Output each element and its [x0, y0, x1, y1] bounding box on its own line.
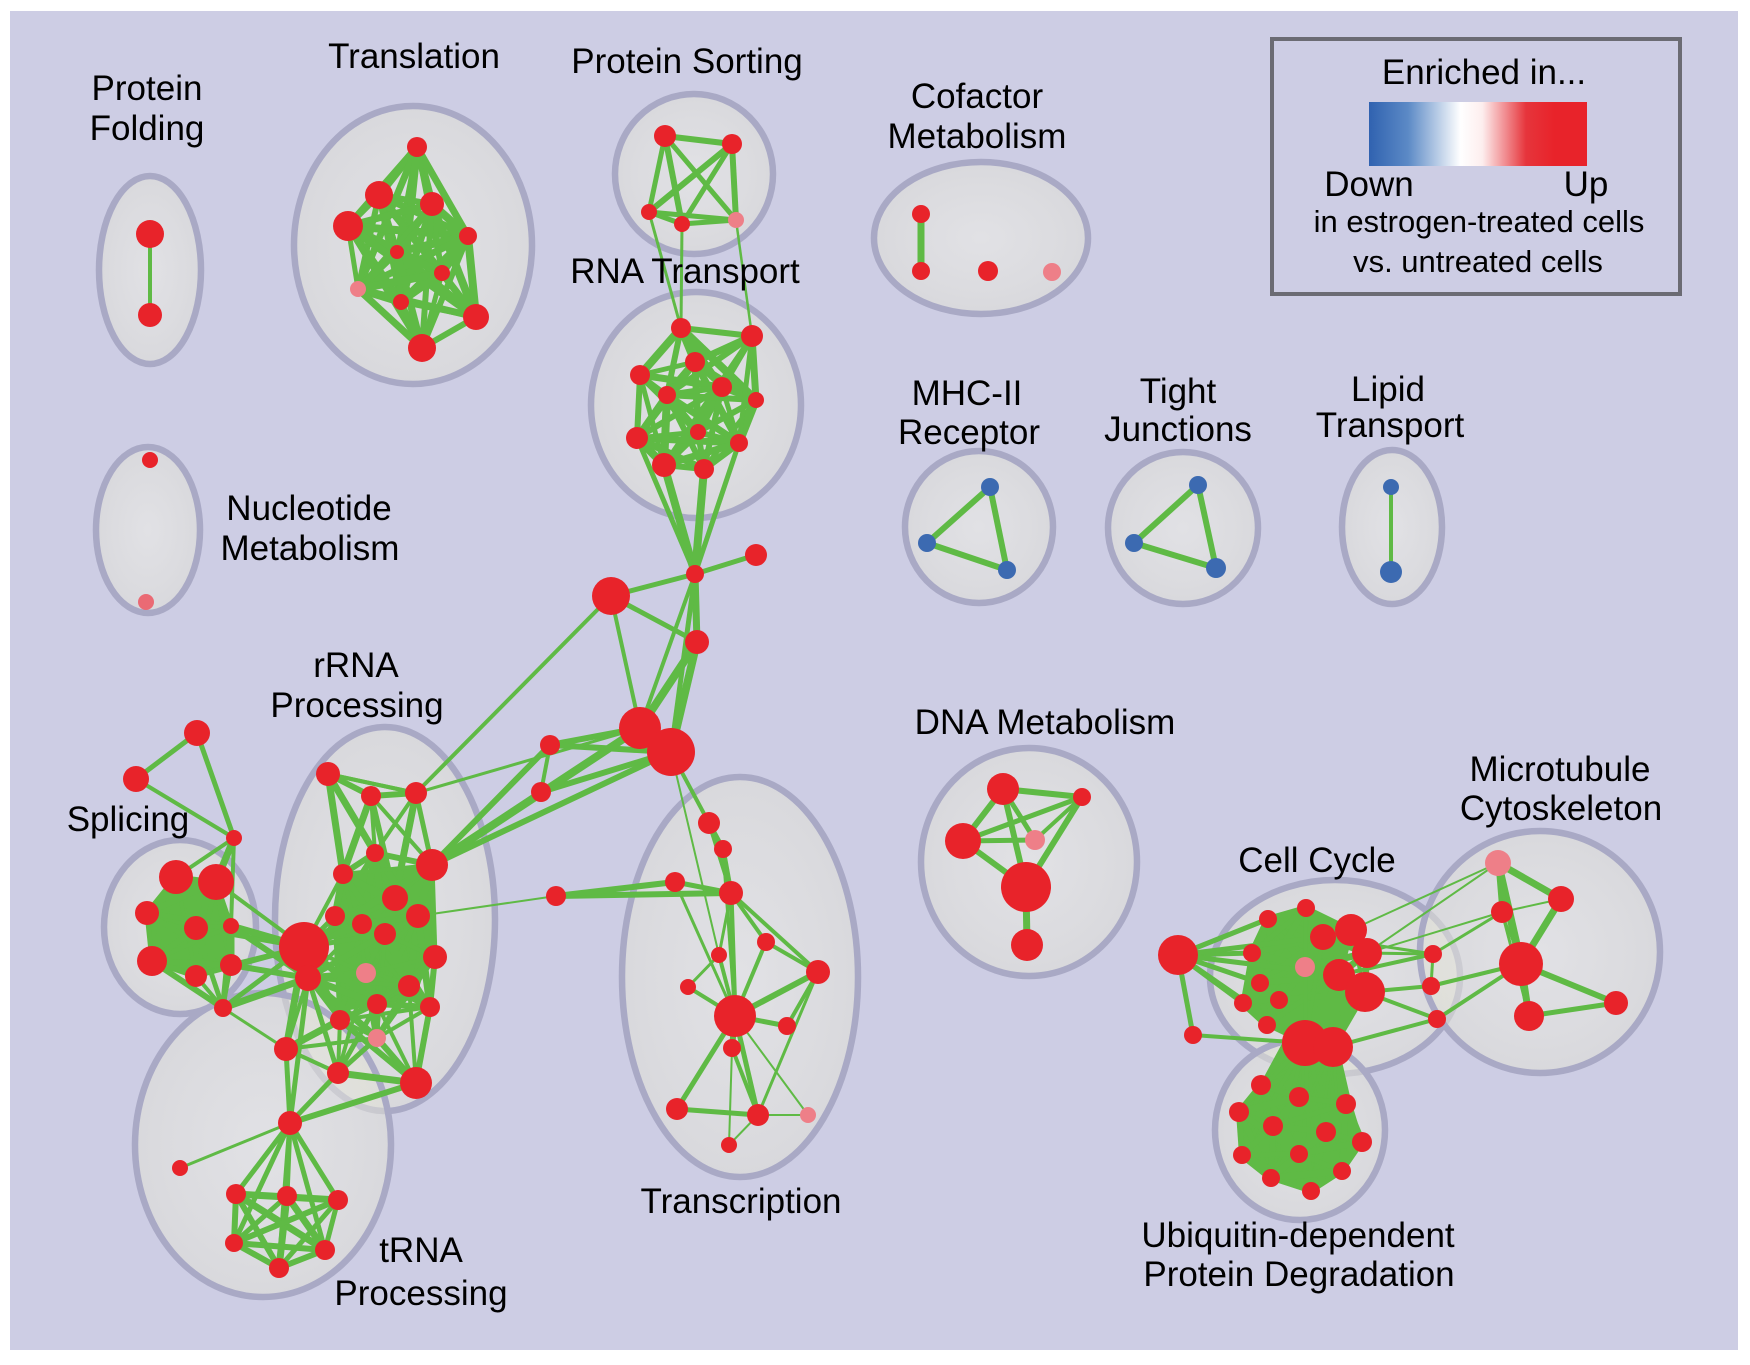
svg-text:Translation: Translation [328, 37, 500, 76]
svg-text:Microtubule: Microtubule [1470, 750, 1651, 789]
svg-text:tRNA: tRNA [379, 1231, 463, 1270]
svg-text:Tight: Tight [1140, 372, 1217, 411]
svg-text:Protein Sorting: Protein Sorting [571, 42, 803, 81]
svg-text:Processing: Processing [334, 1274, 507, 1313]
svg-text:MHC-II: MHC-II [912, 374, 1023, 413]
svg-text:Junctions: Junctions [1104, 410, 1252, 449]
svg-text:Protein Degradation: Protein Degradation [1143, 1255, 1454, 1294]
svg-text:Metabolism: Metabolism [888, 117, 1067, 156]
svg-text:Protein: Protein [92, 69, 203, 108]
svg-text:Transport: Transport [1316, 406, 1465, 445]
svg-text:Ubiquitin-dependent: Ubiquitin-dependent [1141, 1216, 1455, 1255]
svg-text:Transcription: Transcription [641, 1182, 842, 1221]
svg-text:DNA Metabolism: DNA Metabolism [915, 703, 1176, 742]
svg-text:vs. untreated cells: vs. untreated cells [1353, 244, 1603, 279]
svg-text:Down: Down [1324, 165, 1413, 204]
svg-text:Cell Cycle: Cell Cycle [1238, 841, 1396, 880]
svg-text:Enriched in...: Enriched in... [1382, 53, 1586, 92]
svg-text:Cofactor: Cofactor [911, 77, 1044, 116]
svg-text:rRNA: rRNA [313, 646, 399, 685]
svg-text:in estrogen-treated cells: in estrogen-treated cells [1314, 204, 1645, 239]
svg-text:Splicing: Splicing [67, 800, 190, 839]
svg-text:Cytoskeleton: Cytoskeleton [1460, 789, 1662, 828]
svg-text:Lipid: Lipid [1351, 370, 1425, 409]
svg-text:Metabolism: Metabolism [221, 529, 400, 568]
svg-text:RNA Transport: RNA Transport [570, 252, 800, 291]
svg-text:Folding: Folding [90, 109, 205, 148]
svg-text:Nucleotide: Nucleotide [226, 489, 391, 528]
svg-text:Receptor: Receptor [898, 413, 1040, 452]
svg-text:Processing: Processing [270, 686, 443, 725]
svg-text:Up: Up [1564, 165, 1609, 204]
